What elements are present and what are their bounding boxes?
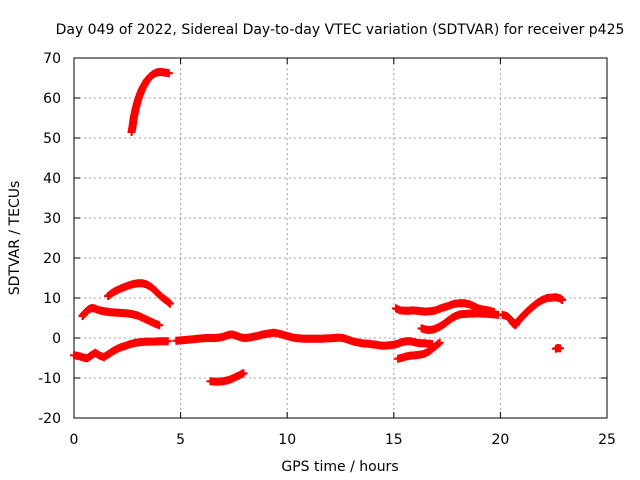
plot-frame xyxy=(73,57,608,419)
x-tick-label: 25 xyxy=(598,432,616,448)
y-tick-label: 30 xyxy=(43,211,61,227)
x-tick-label: 15 xyxy=(385,432,403,448)
series-arc-mid xyxy=(78,304,164,330)
y-tick-label: 40 xyxy=(43,171,61,187)
data-point xyxy=(163,337,172,346)
x-tick-label: 20 xyxy=(491,432,509,448)
data-point xyxy=(165,299,174,308)
y-tick-label: -10 xyxy=(38,371,61,387)
y-tick-label: 10 xyxy=(43,291,61,307)
series-arc-late-dot xyxy=(551,344,565,353)
x-tick-label: 10 xyxy=(278,432,296,448)
y-tick-label: 0 xyxy=(52,331,61,347)
series-arc-late xyxy=(498,293,567,330)
x-axis-label: GPS time / hours xyxy=(281,459,398,475)
series-arc-high xyxy=(127,68,173,136)
data-points xyxy=(70,68,567,386)
x-tick-label: 0 xyxy=(70,432,79,448)
data-point xyxy=(556,344,565,353)
y-tick-label: 60 xyxy=(43,91,61,107)
x-tick-label: 5 xyxy=(176,432,185,448)
data-point xyxy=(435,338,444,347)
chart-title: Day 049 of 2022, Sidereal Day-to-day VTE… xyxy=(56,22,625,38)
series-arc-neg-a xyxy=(206,369,248,386)
y-axis-label: SDTVAR / TECUs xyxy=(7,181,23,296)
series-arc-rise xyxy=(104,279,174,308)
data-point xyxy=(164,69,173,78)
data-point xyxy=(558,296,567,304)
y-tick-label: 20 xyxy=(43,251,61,267)
series-arc-central xyxy=(172,328,437,350)
y-tick-label: 50 xyxy=(43,131,61,147)
data-point xyxy=(239,369,248,378)
series-arc-neg-b xyxy=(394,338,444,363)
grid xyxy=(74,58,607,418)
data-point xyxy=(155,321,164,330)
y-tick-label: 70 xyxy=(43,51,61,67)
series-arc-low xyxy=(70,337,172,363)
y-tick-label: -20 xyxy=(38,411,61,427)
axis-ticks: -20 -10 0 10 20 30 40 50 60 70 0 5 10 15 20 25 xyxy=(38,51,616,448)
series-arc-east-2 xyxy=(417,309,503,334)
